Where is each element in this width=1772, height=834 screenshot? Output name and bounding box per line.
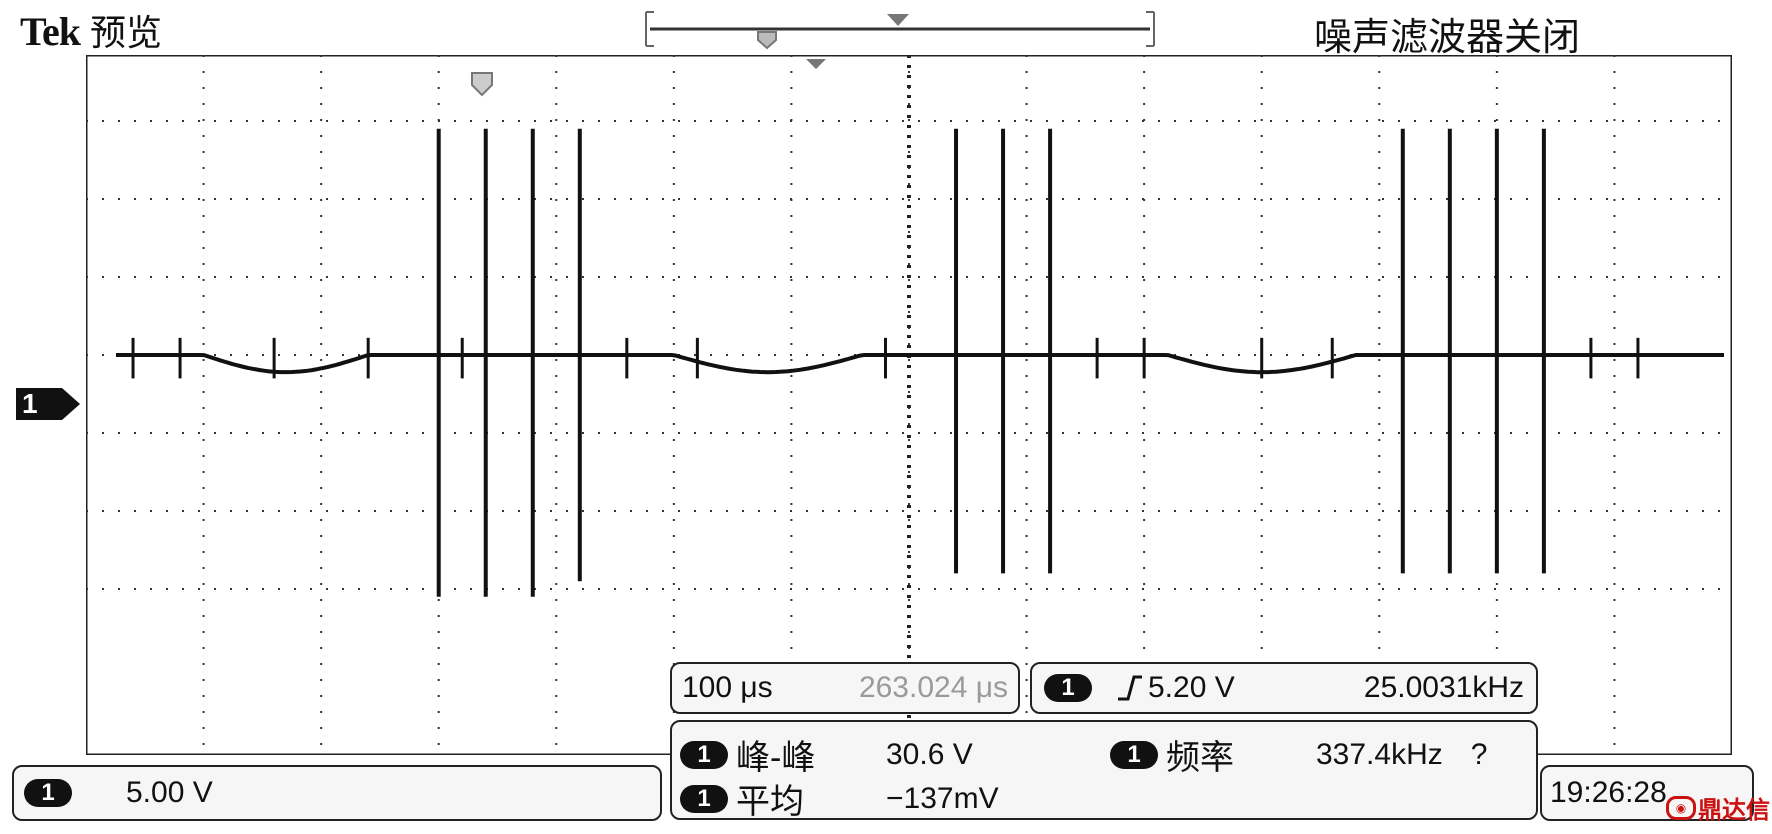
measurement-mean: 1 平均 −137mV — [680, 774, 999, 823]
trigger-frequency: 25.0031kHz — [1363, 671, 1524, 704]
clock: 19:26:28 — [1540, 765, 1754, 821]
noise-filter-status: 噪声滤波器关闭 — [1313, 17, 1580, 59]
measurement-value: −137mV — [886, 781, 999, 815]
record-position-bar[interactable] — [640, 6, 1160, 52]
measurement-channel-badge: 1 — [680, 740, 728, 769]
ch1-ground-marker[interactable]: 1 — [14, 386, 82, 427]
measurement-label: 平均 — [736, 783, 804, 821]
ch1-badge: 1 — [24, 779, 72, 807]
brand-logo: Tek — [20, 9, 81, 54]
measurement-label: 频率 — [1166, 739, 1234, 777]
view-window-icon — [757, 31, 777, 50]
measurement-value: 337.4kHz — [1316, 737, 1443, 771]
horizontal-position: 263.024 μs — [858, 671, 1008, 704]
waveform-baseline — [116, 353, 1724, 375]
measurement-peak-to-peak: 1 峰-峰 30.6 V — [680, 730, 973, 779]
trigger-readout[interactable]: 1 5.20 V 25.0031kHz — [1030, 662, 1538, 714]
measurement-label: 峰-峰 — [736, 739, 816, 777]
watermark-logo-icon: ◉ — [1666, 795, 1696, 820]
acquisition-mode: 预览 — [90, 12, 163, 53]
graticule — [86, 55, 1732, 755]
measurement-frequency: 1 频率 337.4kHz ? — [1110, 730, 1487, 779]
watermark: ◉ 鼎达信 — [1666, 790, 1770, 825]
rising-edge-icon — [1118, 675, 1142, 701]
marker-arrow-icon — [16, 388, 80, 420]
expand-point-icon — [471, 72, 493, 97]
ch1-marker-label: 1 — [22, 388, 38, 419]
measurement-channel-badge: 1 — [1110, 740, 1158, 769]
measurement-flag: ? — [1470, 737, 1488, 771]
scope-display — [86, 55, 1732, 755]
ch1-waveform — [116, 128, 1724, 597]
trigger-level: 5.20 V — [1148, 671, 1235, 704]
measurement-channel-badge: 1 — [680, 784, 728, 813]
watermark-text: 鼎达信 — [1698, 797, 1770, 824]
volts-per-div: 5.00 V — [126, 776, 213, 809]
trigger-point-icon — [806, 59, 826, 69]
measurement-value: 30.6 V — [886, 737, 973, 771]
screen-markers — [471, 59, 826, 97]
measurements-panel[interactable]: 1 峰-峰 30.6 V 1 频率 337.4kHz ? 1 平均 −137mV — [670, 720, 1538, 823]
trigger-channel-badge: 1 — [1044, 674, 1092, 702]
channel-scale-readout[interactable]: 1 5.00 V — [12, 765, 662, 821]
timebase-readout[interactable]: 100 μs 263.024 μs — [670, 662, 1020, 714]
brand: Tek 预览 — [20, 4, 162, 54]
time-per-div: 100 μs — [682, 671, 773, 704]
clock-time: 19:26:28 — [1550, 776, 1667, 809]
trigger-position-icon — [887, 14, 909, 26]
